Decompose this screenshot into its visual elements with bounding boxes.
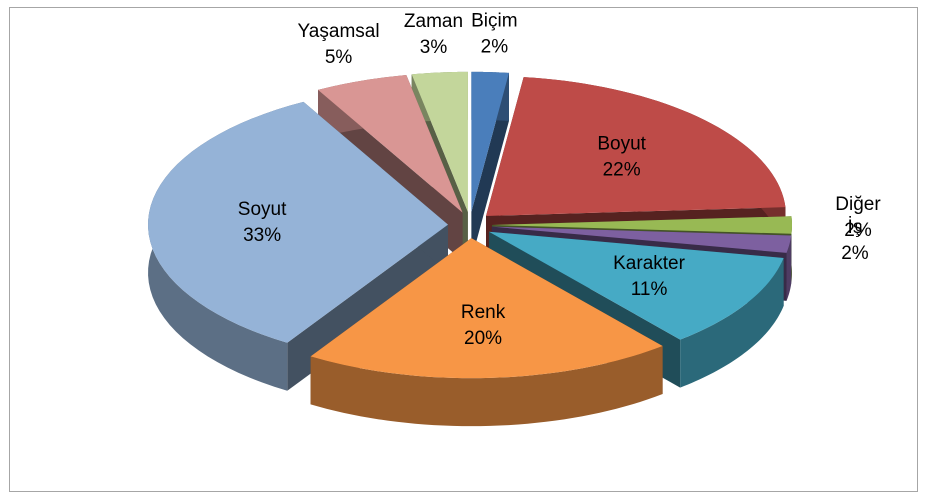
slice-label: Soyut <box>238 199 287 220</box>
slice-top <box>486 77 786 216</box>
slice-wall <box>680 257 784 388</box>
slice-top <box>492 216 792 234</box>
slice-label: Biçim <box>471 10 517 31</box>
slice-value-label: 22% <box>603 160 641 181</box>
slice <box>471 71 509 260</box>
slice-top <box>488 231 784 340</box>
slice-value-label: 2% <box>844 220 872 241</box>
slice-label: Karakter <box>613 253 685 274</box>
slice-label: İş <box>848 217 863 238</box>
slice-label: Boyut <box>597 134 646 155</box>
slice-top <box>491 226 792 253</box>
slice-top <box>318 75 463 213</box>
slice-top <box>411 71 468 212</box>
slice-label: Zaman <box>404 11 463 32</box>
slice-label: Renk <box>461 302 506 323</box>
slice <box>148 101 449 391</box>
slice-value-label: 11% <box>631 279 668 300</box>
slice-wall <box>310 346 663 427</box>
slice-value-label: 33% <box>243 225 281 246</box>
slice-top <box>471 71 509 212</box>
slice-value-label: 2% <box>841 243 869 264</box>
slice-top <box>148 101 449 343</box>
slice-wall <box>786 235 792 301</box>
slice <box>310 238 663 427</box>
slice-value-label: 2% <box>481 36 509 57</box>
slice-value-label: 20% <box>464 328 502 349</box>
slice-value-label: 3% <box>420 37 448 58</box>
slice-value-label: 5% <box>325 47 353 68</box>
slice-label: Yaşamsal <box>298 21 380 42</box>
slice-top <box>310 238 663 379</box>
slice-label: Diğer <box>835 194 881 215</box>
